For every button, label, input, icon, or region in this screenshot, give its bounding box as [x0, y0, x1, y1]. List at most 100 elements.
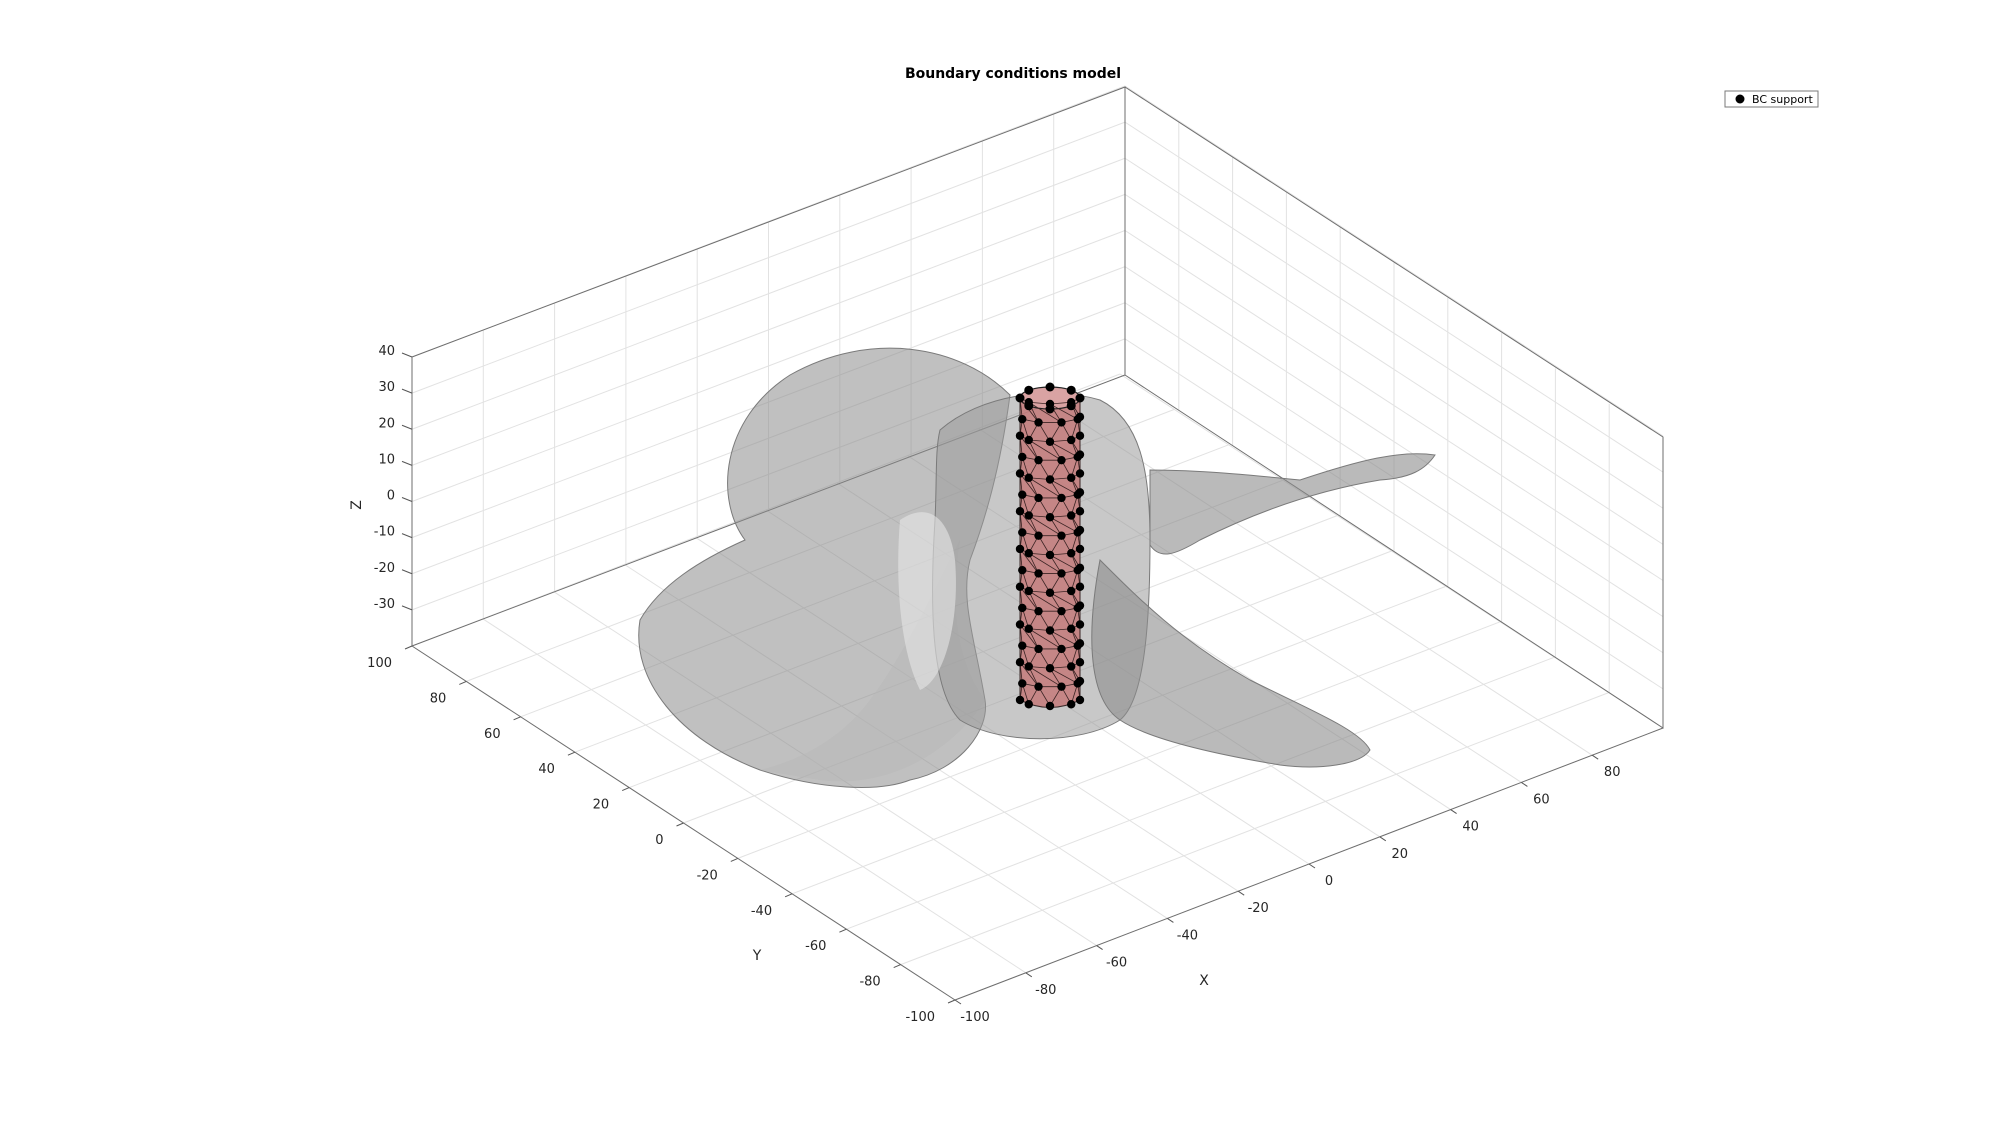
bc-support-node: [1067, 549, 1076, 558]
y-tick-mark: [676, 822, 684, 827]
bc-support-node: [1018, 565, 1027, 575]
legend[interactable]: BC support: [1724, 90, 1819, 108]
y-axis-label: Y: [752, 948, 762, 964]
bc-support-node: [1018, 528, 1027, 537]
bc-support-node: [1075, 393, 1085, 403]
bc-support-node: [1075, 676, 1085, 686]
y-tick-label: -100: [905, 1010, 935, 1025]
bc-support-node: [1024, 586, 1033, 596]
bc-support-node: [1045, 475, 1055, 484]
bc-support-node: [1075, 563, 1085, 573]
y-tick-mark: [730, 857, 738, 862]
grid-line: [900, 692, 1609, 966]
bc-support-node: [1045, 382, 1055, 392]
bc-support-node: [1066, 401, 1076, 411]
x-tick-label: -60: [1106, 956, 1127, 971]
bc-support-node: [1015, 393, 1025, 403]
bc-support-node: [1067, 700, 1076, 709]
mesh-edge: [1019, 662, 1039, 687]
mesh-edge: [1019, 586, 1039, 612]
mesh-edge: [1049, 479, 1078, 496]
bc-support-node: [1018, 641, 1027, 650]
bc-support-node: [1075, 620, 1085, 629]
z-tick-label: -10: [374, 525, 395, 540]
mesh-edge: [1028, 401, 1062, 423]
z-tick-mark: [401, 605, 413, 611]
bc-support-node: [1075, 544, 1085, 554]
bc-support-node: [1067, 586, 1076, 596]
legend-box: [1724, 90, 1819, 108]
bc-support-node: [1024, 700, 1033, 709]
z-tick-label: 30: [378, 380, 395, 395]
bc-support-node: [1045, 513, 1055, 522]
mesh-edge: [1028, 477, 1062, 499]
x-tick-label: -80: [1035, 983, 1056, 998]
z-tick-label: 0: [387, 489, 395, 504]
mesh-edge: [1019, 473, 1039, 499]
bc-support-node: [1024, 662, 1033, 671]
y-tick-label: 80: [430, 691, 447, 706]
mesh-edge: [1028, 590, 1062, 612]
z-tick-label: 40: [378, 344, 395, 359]
x-tick-label: 20: [1392, 847, 1409, 862]
propeller-blade-left-inner: [760, 540, 985, 782]
y-tick-label: 20: [593, 798, 610, 813]
bc-support-node: [1067, 624, 1076, 633]
y-tick-label: 100: [367, 656, 392, 671]
mesh-edge: [1049, 516, 1078, 533]
bc-support-node: [1018, 452, 1027, 462]
z-tick-mark: [401, 424, 413, 430]
mesh-edge: [1028, 515, 1062, 537]
x-tick-mark: [954, 999, 962, 1005]
bc-support-node: [1057, 418, 1066, 427]
z-tick-label: -20: [374, 561, 395, 576]
z-tick-mark: [401, 533, 413, 539]
bc-support-cylinder: [1015, 382, 1085, 711]
bc-support-node: [1075, 488, 1085, 497]
bc-support-node: [1075, 639, 1085, 648]
x-tick-label: -40: [1177, 928, 1198, 943]
bc-support-node: [1034, 493, 1043, 503]
z-tick-mark: [401, 460, 413, 466]
bc-support-node: [1045, 550, 1055, 560]
y-tick-mark: [947, 999, 956, 1004]
mesh-edge: [1049, 667, 1078, 684]
bc-support-node: [1018, 679, 1027, 688]
x-tick-mark: [1450, 809, 1457, 815]
bc-support-node: [1045, 626, 1055, 635]
x-tick-mark: [1521, 781, 1528, 787]
bc-support-node: [1057, 455, 1066, 465]
bc-support-node: [1024, 624, 1033, 633]
y-tick-mark: [839, 928, 847, 933]
chart-title: Boundary conditions model: [905, 66, 1121, 82]
bc-support-node: [1075, 507, 1085, 516]
bc-support-node: [1057, 493, 1066, 503]
bc-support-node: [1066, 385, 1076, 395]
bc-support-node: [1045, 437, 1055, 446]
z-tick-label: 20: [378, 416, 395, 431]
bc-support-node: [1015, 431, 1025, 440]
grid-line: [411, 193, 1126, 466]
bc-support-node: [1067, 473, 1076, 482]
x-tick-mark: [1237, 890, 1245, 896]
mesh-edge: [1019, 548, 1039, 574]
mesh-edge: [1049, 554, 1078, 571]
bc-support-node: [1075, 450, 1085, 459]
bc-support-node: [1015, 658, 1025, 667]
bc-support-node: [1024, 385, 1034, 395]
y-tick-label: 40: [538, 762, 555, 777]
mesh-edge: [1028, 552, 1062, 574]
bc-support-node: [1024, 473, 1033, 482]
bc-support-node: [1024, 401, 1034, 411]
bc-support-node: [1067, 662, 1076, 671]
x-tick-label: 60: [1533, 792, 1550, 807]
legend-label: BC support: [1752, 93, 1813, 106]
legend-marker-icon: [1735, 94, 1745, 104]
grid-line: [411, 230, 1126, 502]
bc-support-node: [1015, 620, 1025, 629]
bc-support-node: [1057, 682, 1066, 691]
bc-support-node: [1018, 414, 1027, 424]
bc-support-node: [1018, 490, 1027, 499]
x-tick-mark: [1096, 945, 1103, 951]
